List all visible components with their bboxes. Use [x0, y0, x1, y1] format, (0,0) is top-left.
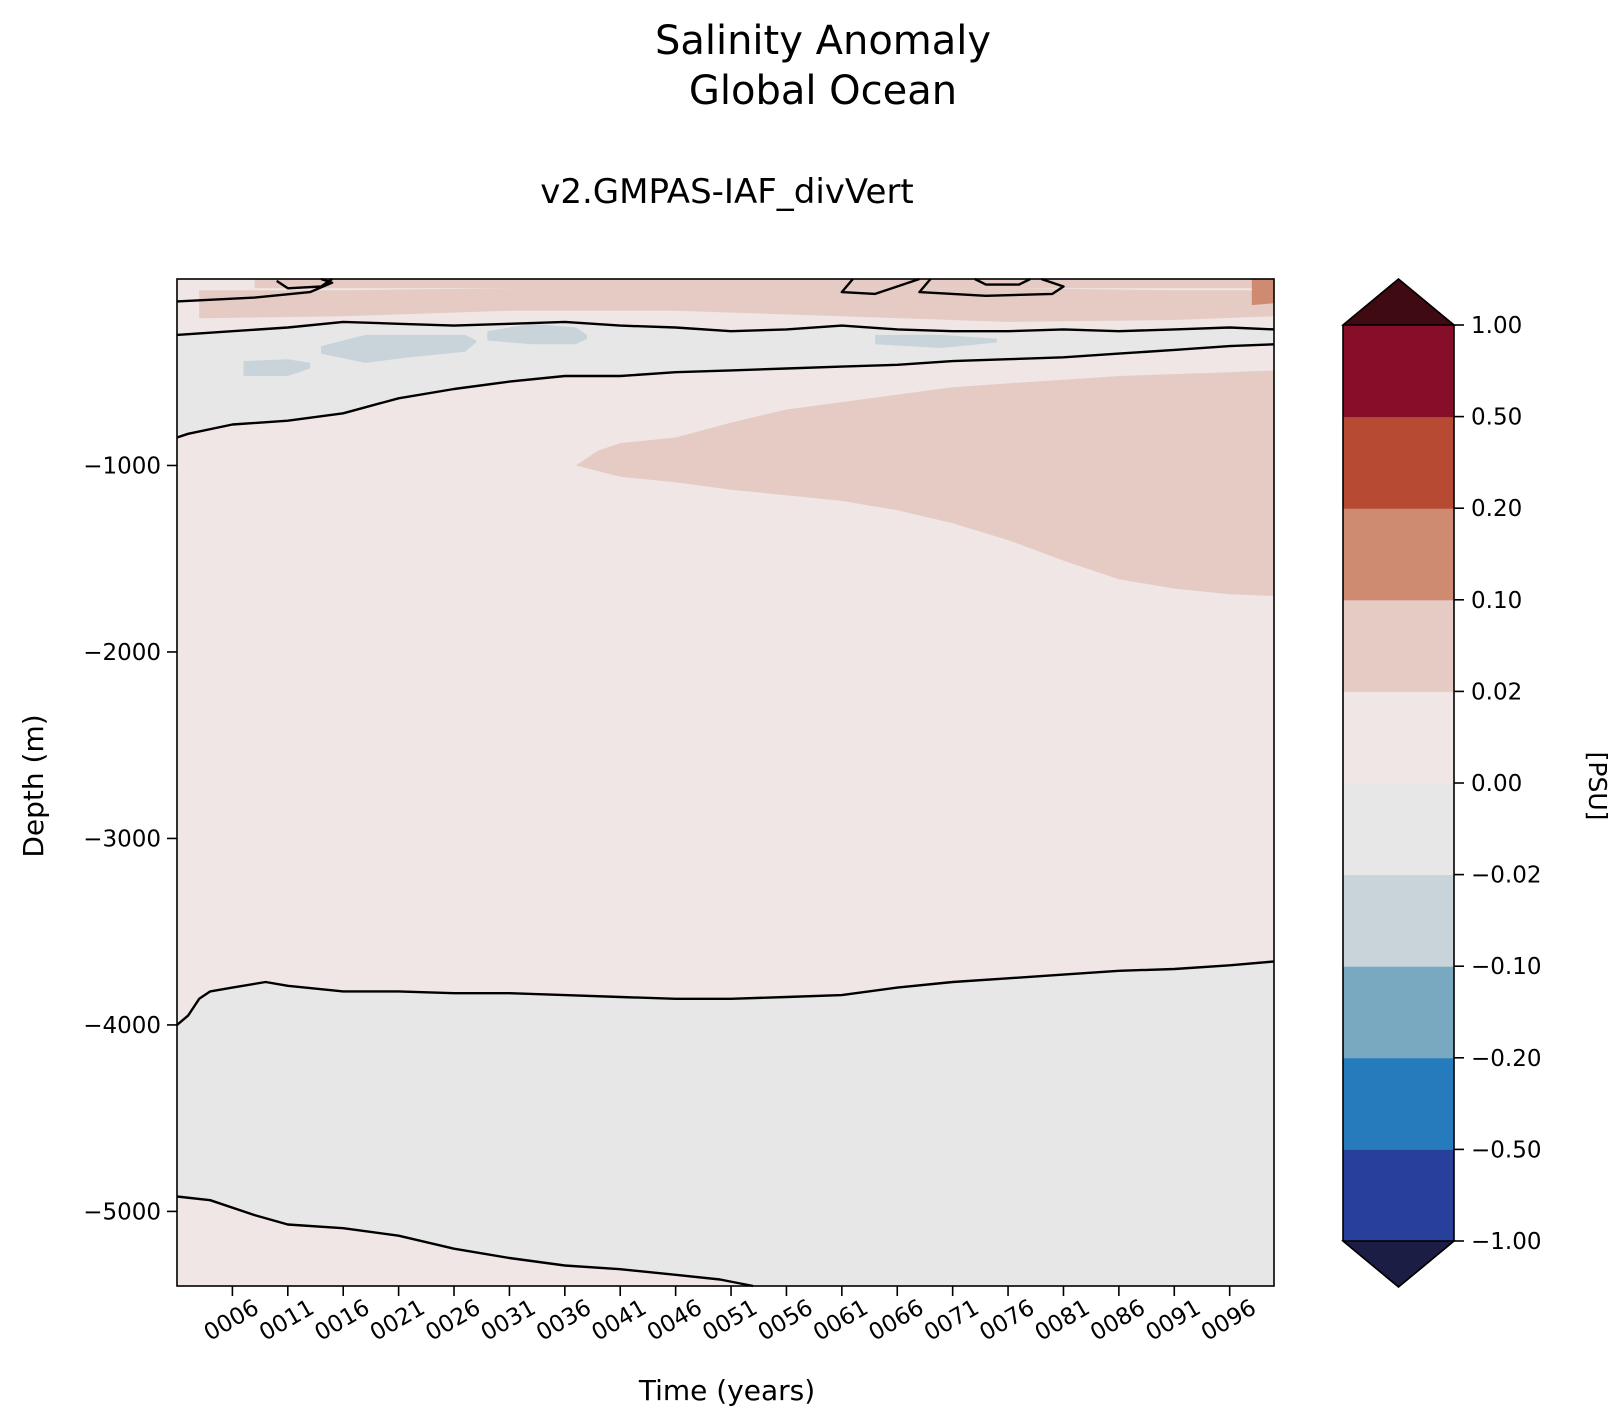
- x-tick-label: 0006: [200, 1295, 264, 1347]
- anomaly-region-6: [243, 359, 310, 376]
- colorbar-segment: [1343, 325, 1454, 418]
- colorbar-extend-max: [1341, 278, 1456, 326]
- x-tick-label: 0061: [809, 1295, 873, 1347]
- y-axis-label: Depth (m): [17, 714, 50, 857]
- x-tick-label: 0036: [532, 1295, 596, 1347]
- anomaly-region-3: [575, 370, 1274, 596]
- x-tick-label: 0026: [421, 1295, 485, 1347]
- anomaly-region-7: [321, 334, 477, 363]
- y-tick-label: −2000: [83, 640, 161, 666]
- zero-contour-line: [176, 320, 1275, 337]
- colorbar-segment: [1343, 508, 1454, 601]
- colorbar-extend-min: [1341, 1240, 1456, 1288]
- colorbar-label: [PSU]: [1583, 752, 1612, 821]
- colorbar-segment: [1343, 691, 1454, 784]
- x-axis-label: Time (years): [638, 1374, 815, 1407]
- zero-contour-line: [176, 960, 1275, 1026]
- colorbar-tick-label: 0.50: [1471, 405, 1522, 431]
- zero-contours: [176, 277, 1275, 1288]
- x-tick-label: 0056: [754, 1295, 818, 1347]
- plot-frame: [176, 278, 1275, 1287]
- colorbar-tick-label: −1.00: [1471, 1229, 1541, 1255]
- y-tick-label: −5000: [83, 1199, 161, 1225]
- x-tick-label: 0046: [643, 1295, 707, 1347]
- x-tick-label: 0016: [311, 1295, 375, 1347]
- zero-contour-line: [176, 343, 1275, 439]
- x-axis: 0006001100160021002600310036004100460051…: [200, 1286, 1261, 1346]
- colorbar-tick-label: −0.50: [1471, 1137, 1541, 1163]
- anomaly-regions: [177, 279, 1275, 1286]
- x-tick-label: 0011: [255, 1295, 319, 1347]
- x-tick-label: 0091: [1142, 1295, 1206, 1347]
- zero-contour-line: [918, 277, 1065, 297]
- colorbar-segment: [1343, 599, 1454, 692]
- colorbar-tick-label: 1.00: [1471, 313, 1522, 339]
- x-tick-label: 0051: [698, 1295, 762, 1347]
- colorbar-tick-label: 0.20: [1471, 496, 1522, 522]
- anomaly-region-10: [1251, 279, 1274, 306]
- y-axis: −1000 −2000 −3000 −4000 −5000: [83, 453, 177, 1225]
- anomaly-region-8: [487, 323, 587, 345]
- plot-area: [176, 277, 1275, 1288]
- zero-contour-line: [840, 277, 920, 296]
- anomaly-region-4: [199, 288, 1275, 322]
- colorbar-segment: [1343, 874, 1454, 967]
- colorbar-tick-label: −0.10: [1471, 954, 1541, 980]
- colorbar-segment: [1343, 966, 1454, 1059]
- colorbar-tick-label: −0.20: [1471, 1046, 1541, 1072]
- x-tick-label: 0096: [1197, 1295, 1261, 1347]
- x-tick-label: 0081: [1031, 1295, 1095, 1347]
- colorbar-segment: [1343, 1149, 1454, 1242]
- colorbar-tick-label: 0.02: [1471, 679, 1522, 705]
- y-tick-label: −1000: [83, 453, 161, 479]
- colorbar-segment: [1343, 783, 1454, 876]
- x-tick-label: 0041: [588, 1295, 652, 1347]
- x-tick-label: 0066: [865, 1295, 929, 1347]
- colorbar-segment: [1343, 1057, 1454, 1150]
- zero-contour-line: [276, 278, 333, 290]
- figure-title-line-1: Salinity Anomaly: [655, 18, 991, 64]
- plot-subtitle: v2.GMPAS-IAF_divVert: [540, 172, 914, 212]
- x-tick-label: 0021: [366, 1295, 430, 1347]
- zero-contour-line: [176, 1195, 754, 1288]
- figure-title-line-2: Global Ocean: [689, 68, 957, 114]
- colorbar-tick-label: 0.00: [1471, 771, 1522, 797]
- anomaly-region-9: [875, 334, 997, 348]
- colorbar-tick-label: 0.10: [1471, 588, 1522, 614]
- x-tick-label: 0031: [477, 1295, 541, 1347]
- colorbar-tick-label: −0.02: [1471, 863, 1541, 889]
- colorbar: −1.00 −0.50 −0.20 −0.10 −0.02 0.00 0.02 0.10 0.2…: [1341, 277, 1541, 1289]
- colorbar-segment: [1343, 416, 1454, 509]
- x-tick-label: 0076: [975, 1295, 1039, 1347]
- x-tick-label: 0071: [920, 1295, 984, 1347]
- x-tick-label: 0086: [1086, 1295, 1150, 1347]
- anomaly-region-2: [177, 961, 1274, 1286]
- y-tick-label: −3000: [83, 826, 161, 852]
- zero-contour-line: [974, 277, 1031, 286]
- anomaly-region-5: [254, 279, 1275, 289]
- y-tick-label: −4000: [83, 1013, 161, 1039]
